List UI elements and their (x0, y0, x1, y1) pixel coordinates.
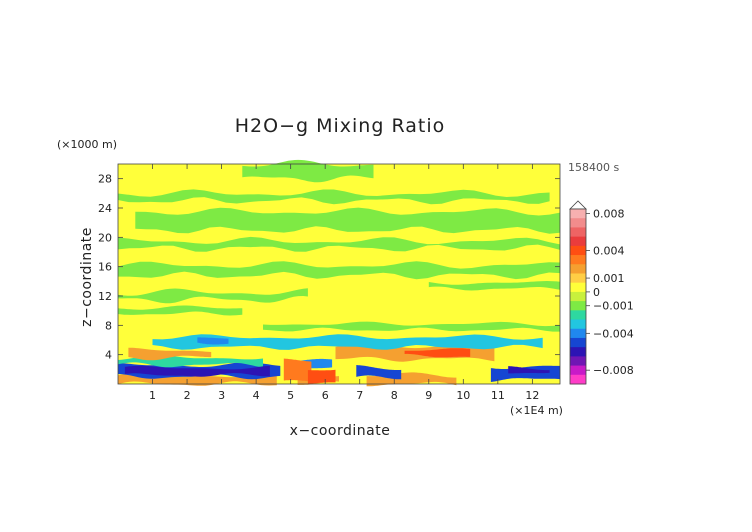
colorbar-swatch (570, 245, 586, 256)
colorbar-label: 0 (593, 286, 600, 299)
contour-band (135, 207, 561, 234)
colorbar-label: −0.008 (593, 364, 634, 377)
x-tick-label: 11 (491, 389, 505, 402)
x-tick-label: 7 (356, 389, 363, 402)
contour-band (197, 337, 229, 345)
colorbar-label: −0.004 (593, 327, 634, 340)
colorbar-swatch (570, 365, 586, 376)
colorbar-cap (569, 200, 587, 210)
contour-band (490, 365, 560, 382)
contour-band (263, 321, 560, 332)
colorbar-swatch (570, 273, 586, 284)
colorbar-swatch (570, 209, 586, 219)
contour-field (118, 159, 561, 387)
contour-band (428, 281, 560, 291)
y-tick-label: 20 (98, 231, 112, 244)
colorbar-swatch (570, 236, 586, 247)
colorbar-swatch (570, 227, 586, 238)
x-tick-label: 2 (184, 389, 191, 402)
colorbar-swatch (570, 310, 586, 321)
contour-band (152, 334, 543, 350)
contour-band (118, 189, 550, 205)
y-axis-unit: (×1000 m) (57, 138, 118, 151)
y-tick-label: 16 (98, 261, 112, 274)
x-tick-label: 8 (391, 389, 398, 402)
chart-title: H2O−g Mixing Ratio (234, 115, 446, 137)
y-tick-label: 8 (105, 319, 112, 332)
contour-band (124, 365, 270, 377)
colorbar-swatch (570, 347, 586, 357)
y-tick-label: 24 (98, 202, 112, 215)
contour-band (283, 358, 312, 382)
time-label: 158400 s (568, 161, 620, 174)
y-tick-label: 28 (98, 173, 112, 186)
x-tick-label: 1 (149, 389, 156, 402)
colorbar-swatch (570, 356, 586, 367)
x-tick-label: 4 (253, 389, 260, 402)
colorbar-label: 0.001 (593, 272, 625, 285)
colorbar-label: −0.001 (593, 300, 634, 313)
x-tick-label: 5 (287, 389, 294, 402)
colorbar-frame (569, 208, 587, 385)
y-tick-label: 12 (98, 290, 112, 303)
x-tick-label: 3 (218, 389, 225, 402)
x-tick-label: 9 (425, 389, 432, 402)
contour-band (118, 288, 308, 304)
contour-band (307, 369, 336, 384)
contour-band (404, 348, 471, 358)
x-axis-unit: (×1E4 m) (510, 404, 563, 417)
colorbar-swatch (570, 301, 586, 311)
colorbar-swatch (570, 255, 586, 265)
contour-band (118, 236, 560, 252)
colorbar-swatch (570, 218, 586, 228)
y-tick-label: 4 (105, 349, 112, 362)
colorbar-swatch (570, 319, 586, 330)
colorbar-swatch (570, 337, 586, 348)
contour-band (118, 261, 560, 280)
colorbar-swatch (570, 374, 586, 385)
x-tick-label: 12 (525, 389, 539, 402)
contour-band (128, 347, 212, 361)
x-tick-label: 6 (322, 389, 329, 402)
plot-frame (117, 163, 561, 385)
colorbar-swatch (570, 291, 586, 302)
colorbar-label: 0.008 (593, 208, 625, 221)
contour-band (508, 366, 550, 374)
contour-band (118, 305, 243, 316)
contour-band (356, 365, 402, 380)
x-tick-label: 10 (456, 389, 470, 402)
contour-band (242, 159, 374, 183)
colorbar-label: 0.004 (593, 244, 625, 257)
colorbar-swatch (570, 264, 586, 274)
x-axis-label: x−coordinate (289, 423, 391, 439)
colorbar-swatch (570, 328, 586, 339)
colorbar-swatch (570, 282, 586, 293)
